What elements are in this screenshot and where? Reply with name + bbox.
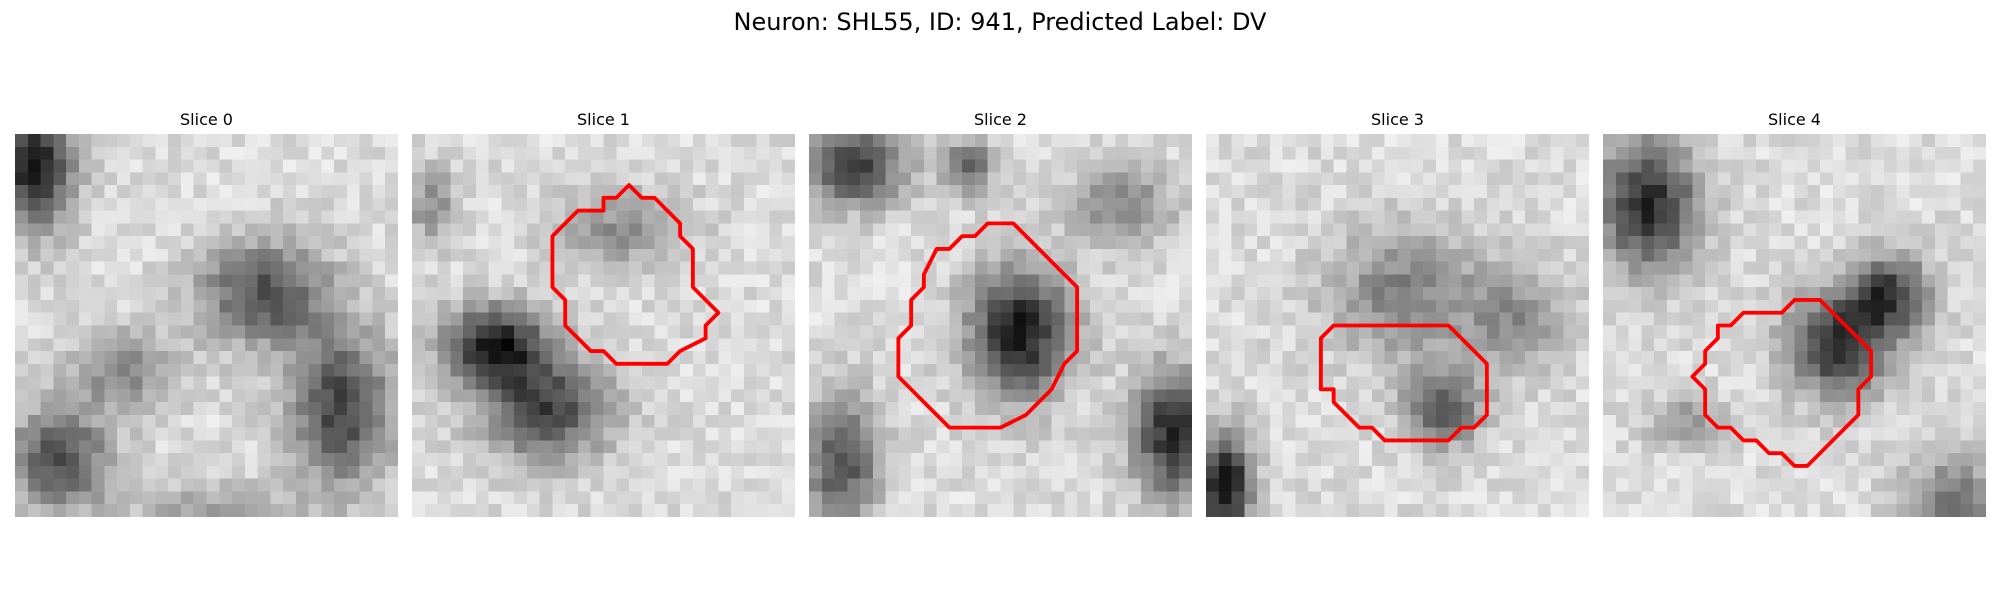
- slice-title: Slice 3: [1371, 110, 1424, 129]
- slice-panel-1: Slice 1: [412, 110, 795, 517]
- roi-contour: [896, 221, 1080, 430]
- roi-contour: [1690, 298, 1874, 468]
- slice-title: Slice 1: [577, 110, 630, 129]
- slice-title: Slice 4: [1768, 110, 1821, 129]
- slice-image: [1603, 134, 1986, 517]
- slice-panel-2: Slice 2: [809, 110, 1192, 517]
- slice-panel-4: Slice 4: [1603, 110, 1986, 517]
- slice-image: [15, 134, 398, 517]
- slice-panel-0: Slice 0: [15, 110, 398, 517]
- roi-contour: [550, 183, 721, 366]
- slice-title: Slice 2: [974, 110, 1027, 129]
- slice-image: [1206, 134, 1589, 517]
- slice-image: [412, 134, 795, 517]
- slice-image: [809, 134, 1192, 517]
- figure-title: Neuron: SHL55, ID: 941, Predicted Label:…: [733, 8, 1267, 36]
- roi-contour: [1318, 323, 1489, 443]
- slice-title: Slice 0: [180, 110, 233, 129]
- slice-panel-3: Slice 3: [1206, 110, 1589, 517]
